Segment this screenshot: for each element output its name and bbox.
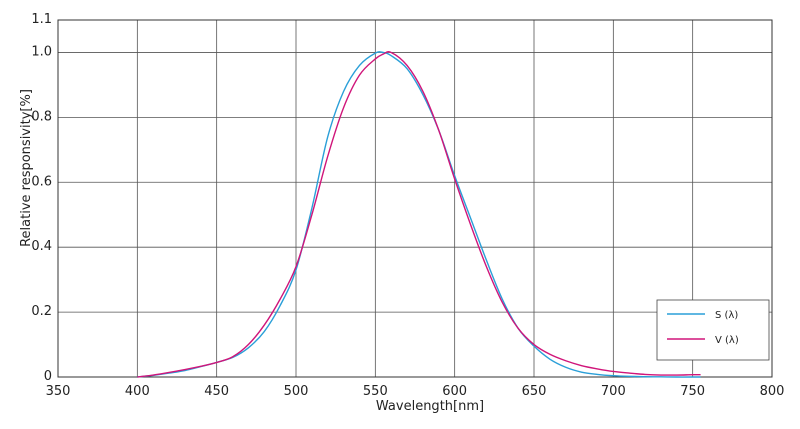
y-tick-label: 1.0 <box>31 44 52 59</box>
y-tick-label: 0 <box>44 369 52 384</box>
x-tick-label: 450 <box>204 384 229 399</box>
y-tick-label: 0.4 <box>31 239 52 254</box>
x-tick-label: 750 <box>680 384 705 399</box>
y-tick-label: 0.8 <box>31 109 52 124</box>
legend-box <box>656 299 770 361</box>
x-tick-label: 700 <box>601 384 626 399</box>
legend-label-s: S (λ) <box>715 310 738 321</box>
x-tick-label: 550 <box>363 384 388 399</box>
tick-layer: 350 400 450 500 550 600 650 700 750 800 0 0.2 0.4 0.6… <box>31 12 784 399</box>
legend-label-v: V (λ) <box>715 335 739 346</box>
series-line-v <box>137 51 701 378</box>
x-tick-label: 650 <box>522 384 547 399</box>
plot-frame <box>57 19 773 378</box>
y-axis-title: Relative responsivity[%] <box>19 89 34 247</box>
legend: S (λ) V (λ) <box>656 299 770 361</box>
grid-layer <box>57 19 773 378</box>
y-tick-label: 1.1 <box>31 12 52 27</box>
series-line-s <box>137 51 701 378</box>
y-tick-label: 0.6 <box>31 174 52 189</box>
x-tick-label: 350 <box>46 384 71 399</box>
x-axis-title: Wavelength[nm] <box>376 399 484 414</box>
x-tick-label: 400 <box>125 384 150 399</box>
x-tick-label: 800 <box>760 384 785 399</box>
x-tick-label: 500 <box>284 384 309 399</box>
y-tick-label: 0.2 <box>31 304 52 319</box>
series-layer <box>137 51 701 378</box>
x-tick-label: 600 <box>442 384 467 399</box>
